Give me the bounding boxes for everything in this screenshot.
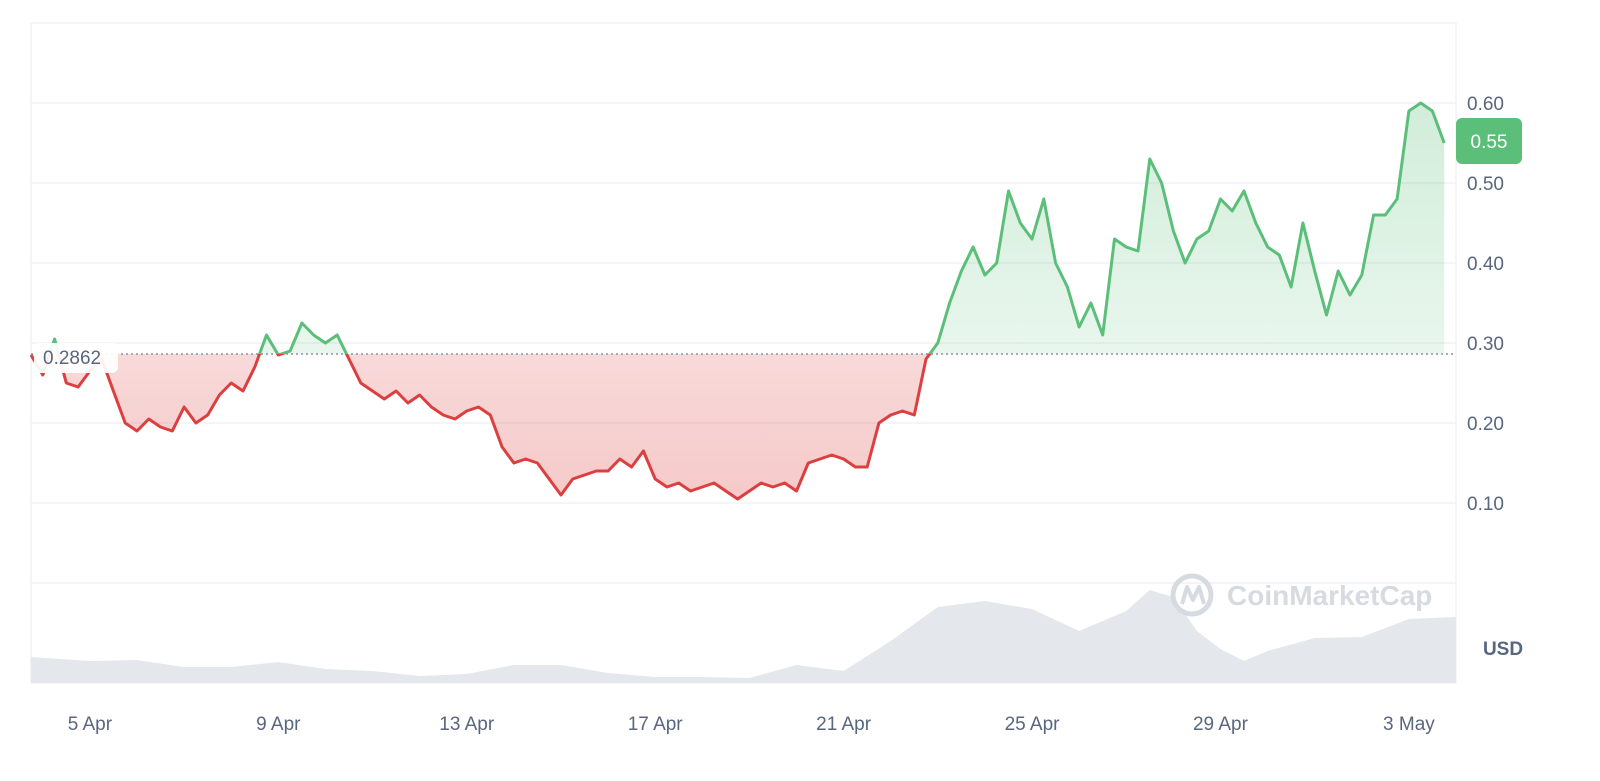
watermark-text: CoinMarketCap (1227, 580, 1432, 611)
x-tick-label: 25 Apr (1005, 714, 1061, 735)
volume-area (31, 590, 1456, 683)
price-area (31, 103, 1445, 499)
y-tick-label: 0.30 (1467, 334, 1504, 355)
coinmarketcap-logo-icon (1170, 573, 1214, 617)
y-axis: 0.10 0.20 0.30 0.40 0.50 0.60 (1467, 94, 1504, 515)
x-tick-label: 13 Apr (439, 714, 495, 735)
y-tick-label: 0.40 (1467, 254, 1504, 275)
x-axis: 5 Apr 9 Apr 13 Apr 17 Apr 21 Apr 25 Apr 29 Apr… (68, 714, 1436, 735)
y-tick-label: 0.10 (1467, 494, 1504, 515)
x-tick-label: 29 Apr (1193, 714, 1249, 735)
current-price-label: 0.55 (1471, 132, 1508, 153)
coinmarketcap-watermark: CoinMarketCap (1170, 573, 1432, 617)
price-line-down (29, 354, 932, 501)
x-tick-label: 21 Apr (816, 714, 872, 735)
current-price-badge (1456, 118, 1522, 164)
x-tick-label: 9 Apr (256, 714, 301, 735)
price-area-up (31, 103, 1445, 355)
price-area-down (31, 354, 930, 499)
x-tick-label: 5 Apr (68, 714, 113, 735)
currency-label: USD (1483, 639, 1523, 660)
price-line-up (48, 101, 1446, 355)
x-tick-label: 3 May (1383, 714, 1435, 735)
price-line (29, 101, 1446, 501)
reference-price-badge (34, 343, 118, 373)
reference-price-label: 0.2862 (43, 348, 101, 369)
y-tick-label: 0.20 (1467, 414, 1504, 435)
price-labels: 0.55 0.2862 USD (34, 118, 1523, 660)
volume-fill (31, 590, 1456, 683)
coinmarketcap-logo-mark (1180, 585, 1206, 605)
y-tick-label: 0.50 (1467, 174, 1504, 195)
x-tick-label: 17 Apr (628, 714, 684, 735)
y-tick-label: 0.60 (1467, 94, 1504, 115)
